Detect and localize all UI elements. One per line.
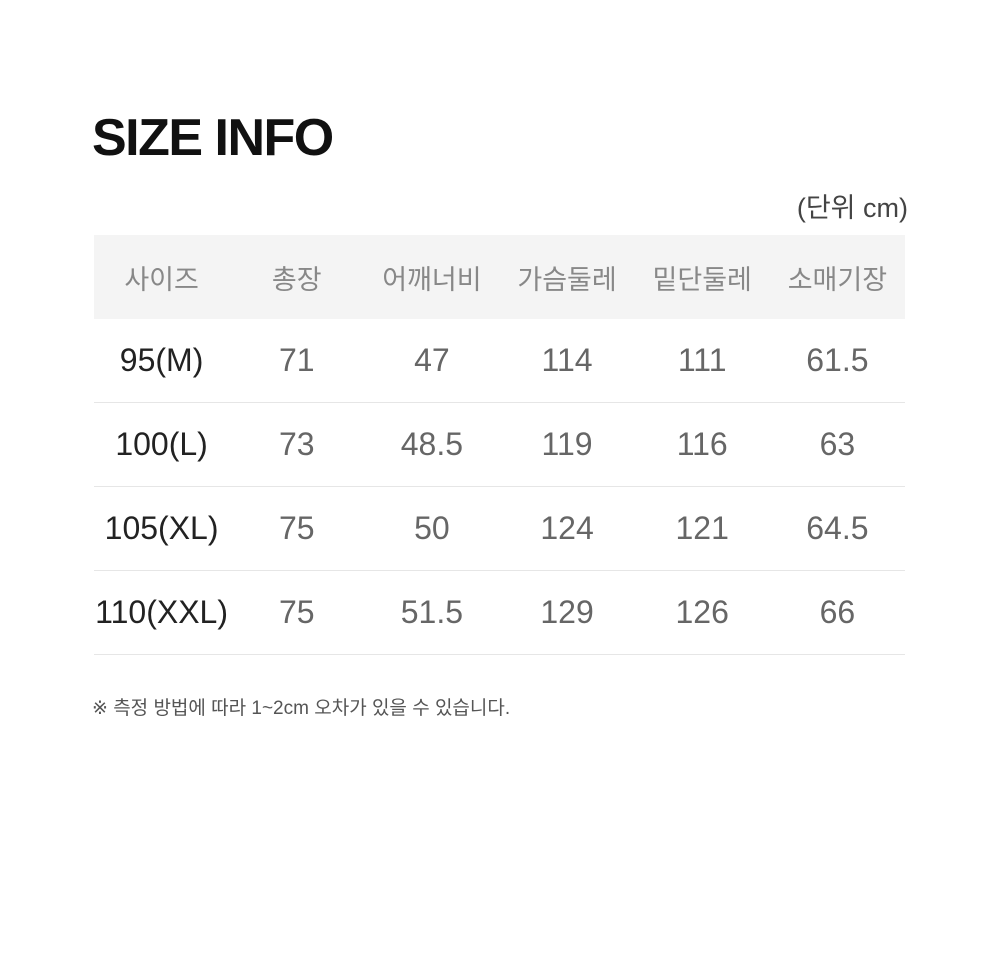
cell: 47 <box>364 319 500 403</box>
header-sleeve: 소매기장 <box>769 235 905 319</box>
table-row: 100(L) 73 48.5 119 116 63 <box>94 402 905 487</box>
cell: 63 <box>769 402 905 487</box>
unit-label: (단위 cm) <box>796 193 908 223</box>
table-row: 95(M) 71 47 114 111 61.5 <box>94 319 905 403</box>
cell: 75 <box>229 570 365 655</box>
cell: 124 <box>499 486 635 571</box>
cell: 111 <box>634 319 770 403</box>
measurement-note: ※ 측정 방법에 따라 1~2cm 오차가 있을 수 있습니다. <box>92 698 511 719</box>
cell: 48.5 <box>364 402 500 487</box>
table-row: 110(XXL) 75 51.5 129 126 66 <box>94 570 905 655</box>
cell: 75 <box>229 486 365 571</box>
cell-size: 105(XL) <box>94 486 230 571</box>
cell: 73 <box>229 402 365 487</box>
cell: 64.5 <box>769 486 905 571</box>
cell: 119 <box>499 402 635 487</box>
cell: 129 <box>499 570 635 655</box>
cell: 71 <box>229 319 365 403</box>
cell-size: 100(L) <box>94 402 230 487</box>
table-row: 105(XL) 75 50 124 121 64.5 <box>94 486 905 571</box>
cell: 114 <box>499 319 635 403</box>
cell: 51.5 <box>364 570 500 655</box>
cell-size: 110(XXL) <box>94 570 230 655</box>
cell: 50 <box>364 486 500 571</box>
header-hem: 밑단둘레 <box>634 235 770 319</box>
cell-size: 95(M) <box>94 319 230 403</box>
header-chest: 가슴둘레 <box>499 235 635 319</box>
cell: 126 <box>634 570 770 655</box>
header-length: 총장 <box>229 235 365 319</box>
cell: 121 <box>634 486 770 571</box>
header-shoulder: 어깨너비 <box>364 235 500 319</box>
cell: 66 <box>769 570 905 655</box>
page-title: SIZE INFO <box>92 109 334 167</box>
cell: 61.5 <box>769 319 905 403</box>
table-header-row: 사이즈 총장 어깨너비 가슴둘레 밑단둘레 소매기장 <box>94 235 905 319</box>
cell: 116 <box>634 402 770 487</box>
size-table: 사이즈 총장 어깨너비 가슴둘레 밑단둘레 소매기장 95(M) 71 47 1… <box>94 235 905 655</box>
header-size: 사이즈 <box>94 235 230 319</box>
